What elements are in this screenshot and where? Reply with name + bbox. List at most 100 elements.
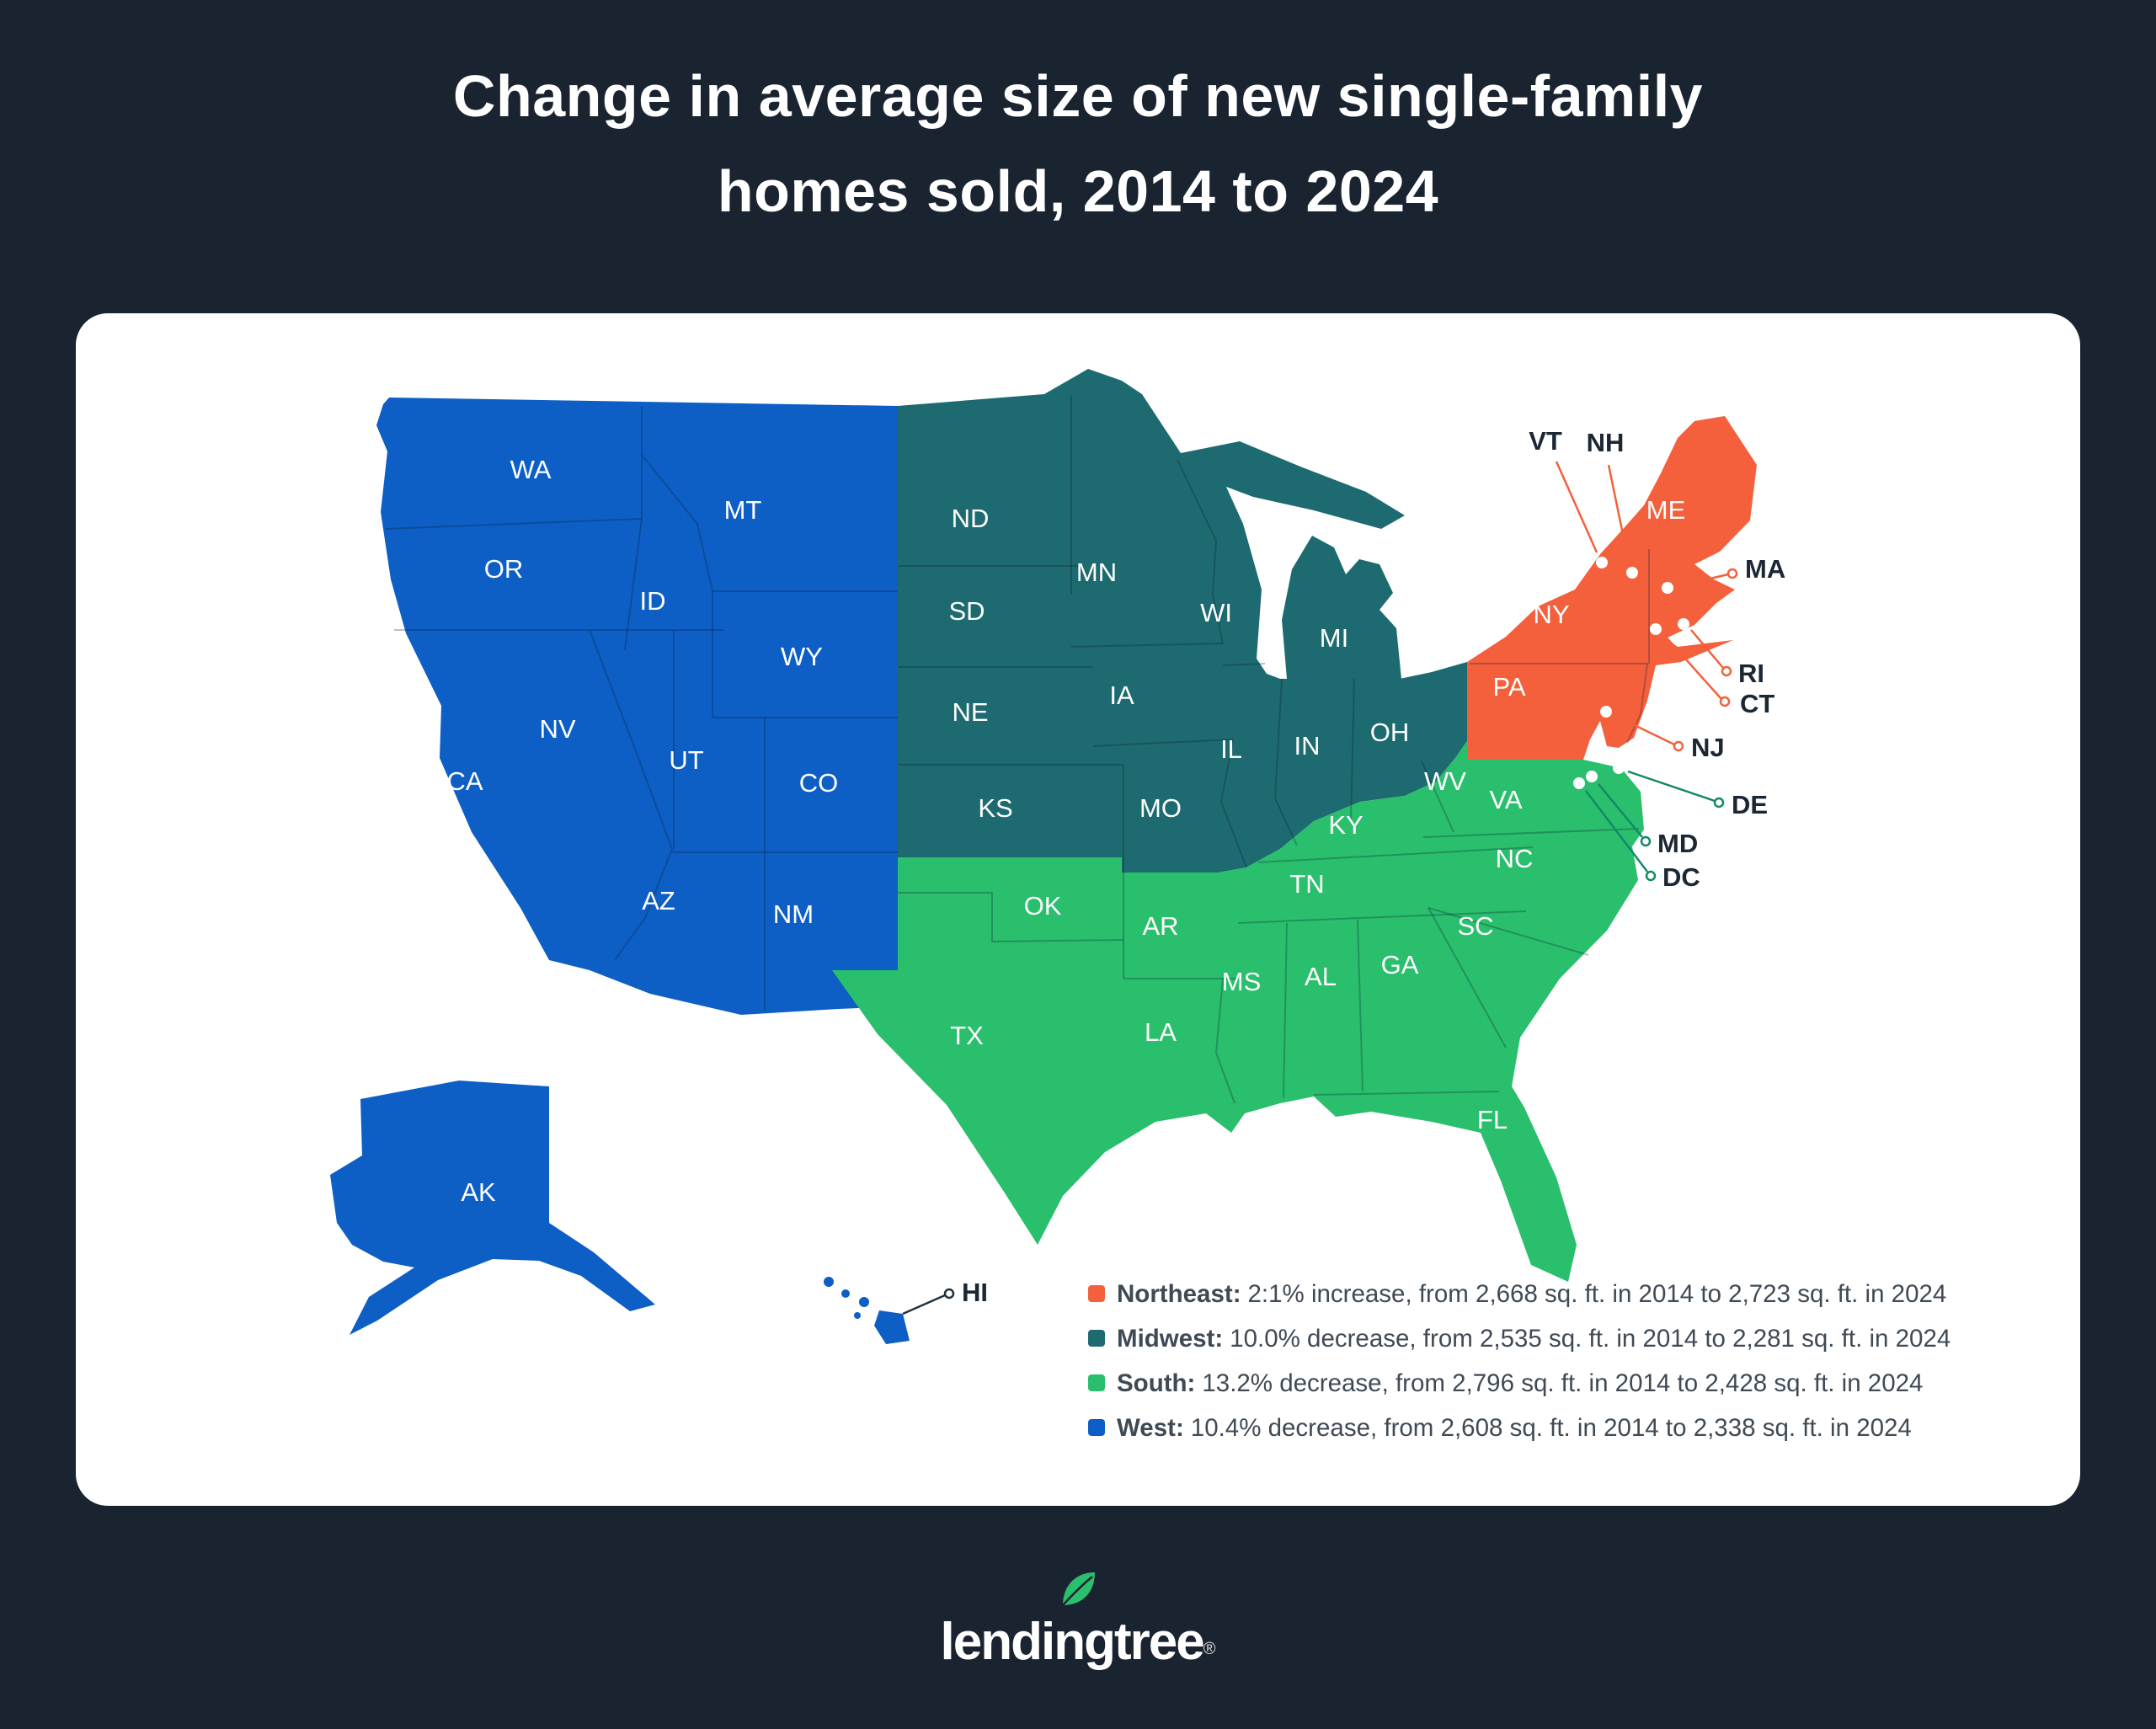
state-label-ca: CA	[446, 766, 483, 796]
vt-callout-line	[1555, 461, 1598, 553]
registered-mark: ®	[1203, 1639, 1216, 1658]
md-callout-ring	[1640, 835, 1652, 847]
state-label-nm: NM	[773, 899, 814, 929]
legend-swatch-south	[1088, 1374, 1105, 1391]
legend-item-south: South: 13.2% decrease, from 2,796 sq. ft.…	[1088, 1369, 1951, 1397]
ri-callout-ring	[1721, 665, 1732, 677]
ri-callout-line	[1690, 629, 1724, 669]
state-label-wi: WI	[1200, 598, 1232, 627]
legend-region-text: 10.0% decrease, from 2,535 sq. ft. in 20…	[1230, 1325, 1951, 1353]
nj-callout-line	[1614, 714, 1675, 746]
logo-wordmark: lendingtree	[940, 1613, 1205, 1671]
region-west-hawaii	[824, 1277, 910, 1344]
state-label-oh: OH	[1370, 718, 1410, 747]
legend-region-label: South:	[1117, 1369, 1196, 1397]
state-label-sc: SC	[1457, 911, 1493, 941]
legend-swatch-northeast	[1088, 1285, 1105, 1302]
dc-dot	[1573, 777, 1585, 789]
legend-region-text: 13.2% decrease, from 2,796 sq. ft. in 20…	[1202, 1369, 1924, 1397]
state-label-tn: TN	[1289, 869, 1324, 899]
state-label-wa: WA	[510, 455, 552, 484]
state-label-hi: HI	[962, 1278, 988, 1307]
state-borders-northeast	[1470, 549, 1650, 744]
ma-dot	[1662, 582, 1673, 594]
legend-swatch-west	[1088, 1419, 1105, 1436]
de-dot	[1613, 762, 1625, 774]
page-title: Change in average size of new single-fam…	[0, 49, 2156, 239]
legend-item-west: West: 10.4% decrease, from 2,608 sq. ft. …	[1088, 1414, 1951, 1442]
state-label-nv: NV	[539, 714, 575, 744]
ri-dot	[1678, 618, 1689, 630]
state-label-mn: MN	[1076, 558, 1117, 587]
state-label-ms: MS	[1222, 967, 1262, 996]
nh-callout-line	[1607, 464, 1630, 563]
state-label-ia: IA	[1109, 680, 1134, 710]
state-label-nj: NJ	[1691, 733, 1725, 762]
state-label-de: DE	[1732, 790, 1768, 819]
hawaii-callout-line	[902, 1288, 955, 1315]
md-callout-line	[1598, 783, 1643, 838]
state-label-ar: AR	[1142, 911, 1178, 941]
leaf-icon	[1062, 1572, 1095, 1606]
state-label-il: IL	[1220, 734, 1242, 764]
nj-dot	[1600, 706, 1612, 718]
ct-dot	[1650, 623, 1662, 635]
south-callout-lines	[1585, 770, 1725, 882]
legend-swatch-midwest	[1088, 1330, 1105, 1347]
region-south	[832, 741, 1644, 1282]
state-label-az: AZ	[642, 886, 675, 915]
state-borders-south	[898, 760, 1640, 1104]
state-label-nh: NH	[1587, 428, 1625, 457]
state-label-ma: MA	[1745, 554, 1785, 584]
ct-callout-line	[1663, 634, 1722, 700]
state-label-ak: AK	[461, 1177, 496, 1207]
lendingtree-logo: lendingtree®	[0, 1568, 2156, 1672]
state-borders-midwest	[898, 396, 1355, 873]
state-label-co: CO	[799, 768, 839, 798]
state-label-va: VA	[1489, 785, 1522, 814]
state-label-dc: DC	[1662, 862, 1700, 892]
md-dot	[1586, 771, 1598, 782]
state-label-ks: KS	[978, 793, 1012, 823]
legend-region-label: Midwest:	[1117, 1325, 1224, 1353]
state-label-ct: CT	[1740, 689, 1774, 718]
nh-dot	[1626, 567, 1638, 579]
state-label-wv: WV	[1424, 766, 1466, 796]
legend-region-text: 10.4% decrease, from 2,608 sq. ft. in 20…	[1190, 1414, 1912, 1442]
state-label-ri: RI	[1738, 659, 1764, 688]
ma-callout-line	[1677, 573, 1729, 588]
vt-dot	[1596, 557, 1608, 568]
ma-callout-ring	[1726, 568, 1738, 579]
state-label-sd: SD	[948, 596, 985, 626]
legend-item-midwest: Midwest: 10.0% decrease, from 2,535 sq. f…	[1088, 1325, 1951, 1353]
state-label-in: IN	[1294, 731, 1321, 760]
state-borders-west	[385, 406, 898, 1011]
state-label-id: ID	[640, 586, 666, 616]
legend-region-text: 2:1% increase, from 2,668 sq. ft. in 201…	[1247, 1280, 1947, 1308]
state-label-la: LA	[1145, 1017, 1177, 1047]
legend-region-label: Northeast:	[1117, 1280, 1241, 1308]
state-dots	[1573, 557, 1689, 789]
region-northeast	[1467, 416, 1757, 760]
dc-callout-ring	[1645, 870, 1657, 882]
northeast-callout-lines	[1555, 461, 1738, 752]
state-label-md: MD	[1657, 829, 1698, 858]
region-west	[376, 398, 898, 1015]
hi-callout-ring	[943, 1288, 955, 1299]
hi-callout-line	[902, 1294, 946, 1315]
state-label-ne: NE	[952, 697, 988, 727]
title-line-2: homes sold, 2014 to 2024	[717, 158, 1439, 224]
state-label-wy: WY	[781, 642, 823, 671]
state-label-ky: KY	[1328, 810, 1363, 840]
state-label-mo: MO	[1139, 793, 1182, 823]
state-label-ut: UT	[669, 745, 703, 775]
state-label-me: ME	[1646, 495, 1686, 525]
state-label-ga: GA	[1381, 950, 1419, 979]
state-label-fl: FL	[1477, 1105, 1508, 1134]
state-labels: WA MT OR ID WY NV UT CA CO AZ NM AK ND SD MN WI MI IA NE IL…	[446, 426, 1785, 1307]
state-label-nc: NC	[1496, 844, 1534, 873]
dc-callout-line	[1585, 790, 1648, 873]
